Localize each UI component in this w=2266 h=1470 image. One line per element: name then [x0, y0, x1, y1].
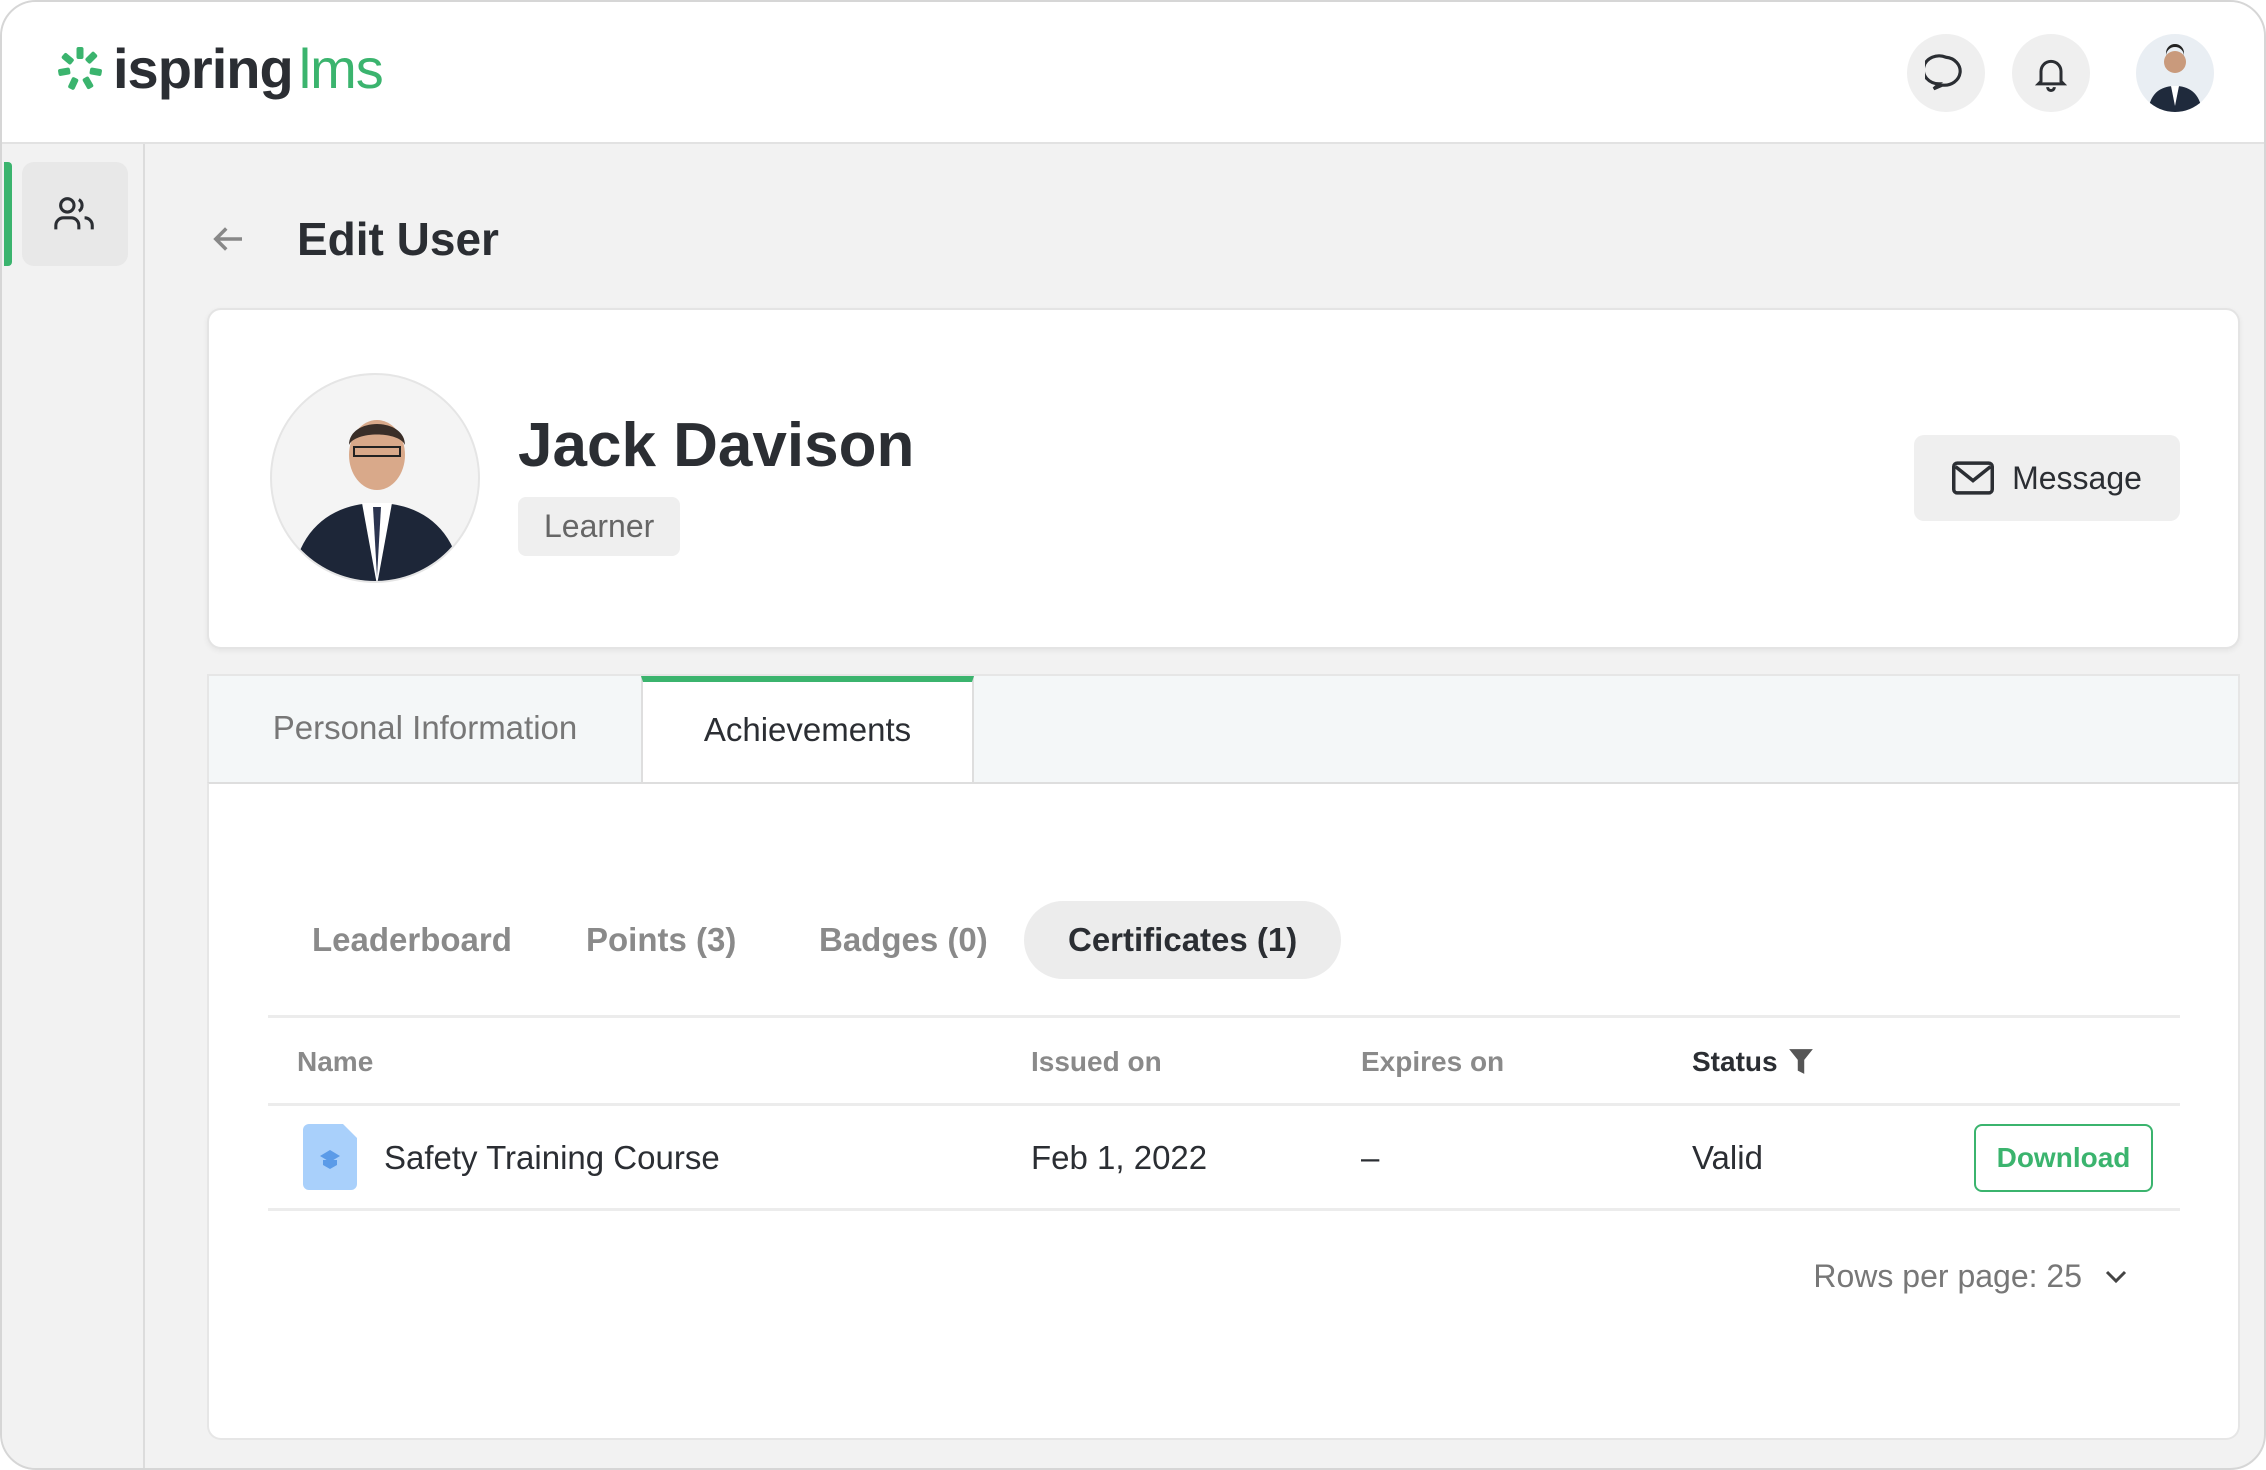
filter-icon[interactable]	[1788, 1048, 1814, 1076]
certificate-name[interactable]: Safety Training Course	[384, 1139, 720, 1176]
profile-card: Jack Davison Learner Message	[207, 308, 2240, 649]
download-button[interactable]: Download	[1974, 1124, 2153, 1192]
notifications-button[interactable]	[2012, 34, 2090, 112]
expires-date: –	[1361, 1139, 1380, 1176]
ispring-logo-icon	[58, 46, 102, 90]
divider	[268, 1103, 2180, 1106]
logo-text: ispring	[113, 37, 294, 100]
chat-icon	[1925, 54, 1962, 91]
user-name: Jack Davison	[518, 411, 915, 480]
chat-button[interactable]	[1907, 34, 1985, 112]
divider	[268, 1208, 2180, 1211]
subtab-leaderboard[interactable]: Leaderboard	[312, 921, 512, 958]
message-label: Message	[2012, 459, 2142, 496]
sidebar-item-users[interactable]	[22, 162, 128, 266]
column-issued-on[interactable]: Issued on	[1031, 1046, 1162, 1077]
status-value: Valid	[1692, 1139, 1763, 1176]
mail-icon	[1952, 461, 1995, 495]
tab-personal-information[interactable]: Personal Information	[272, 709, 578, 746]
tab-bar: Personal Information Achievements	[207, 674, 2240, 784]
rows-per-page-select[interactable]: Rows per page: 25	[1813, 1258, 2128, 1295]
active-indicator	[4, 162, 12, 266]
certificate-file-icon	[303, 1124, 357, 1190]
logo-text-lms: lms	[298, 37, 384, 100]
rows-per-page-label: Rows per page: 25	[1813, 1258, 2082, 1294]
column-expires-on[interactable]: Expires on	[1361, 1046, 1505, 1077]
back-button[interactable]	[207, 218, 249, 265]
divider	[268, 1015, 2180, 1018]
users-icon	[54, 197, 94, 230]
tab-achievements[interactable]: Achievements	[641, 676, 974, 784]
role-badge: Learner	[518, 497, 681, 556]
user-avatar[interactable]	[2136, 34, 2214, 112]
column-status-label: Status	[1692, 1046, 1778, 1077]
issued-date: Feb 1, 2022	[1031, 1139, 1208, 1176]
achievements-panel: Leaderboard Points (3) Badges (0) Certif…	[207, 782, 2240, 1440]
arrow-left-icon	[213, 227, 242, 251]
profile-avatar	[270, 373, 480, 583]
bell-icon	[2034, 59, 2068, 92]
subtab-points[interactable]: Points (3)	[586, 921, 737, 958]
message-button[interactable]: Message	[1914, 435, 2180, 521]
top-header: ispring lms	[2, 2, 2264, 144]
sidebar	[2, 144, 145, 1468]
column-status[interactable]: Status	[1692, 1046, 1814, 1078]
subtab-badges[interactable]: Badges (0)	[819, 921, 988, 958]
page-title: Edit User	[297, 213, 499, 265]
column-name[interactable]: Name	[297, 1046, 374, 1077]
subtab-certificates[interactable]: Certificates (1)	[1024, 901, 1342, 979]
ispring-logo[interactable]: ispring lms	[57, 36, 384, 101]
chevron-down-icon	[2105, 1270, 2127, 1283]
